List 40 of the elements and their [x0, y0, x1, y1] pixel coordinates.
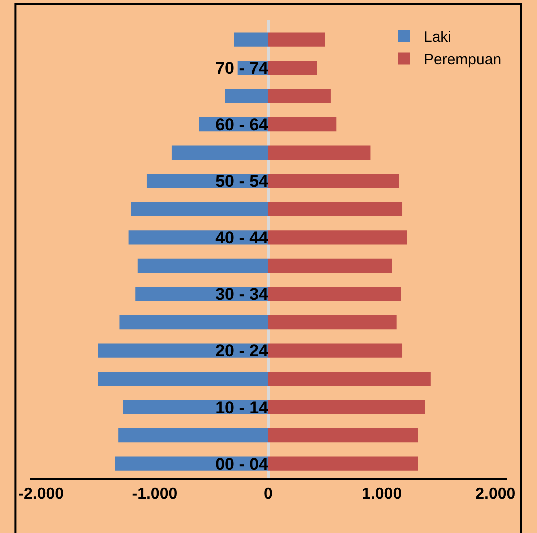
bar — [138, 258, 268, 274]
y-tick-label: 40 - 44 — [216, 228, 270, 248]
bar — [268, 400, 426, 414]
y-tick-label: 70 - 74 — [216, 59, 270, 78]
bar — [268, 456, 418, 471]
bar — [120, 315, 268, 330]
bar — [268, 118, 337, 132]
bar — [118, 428, 268, 443]
bar — [268, 32, 326, 47]
bar — [172, 146, 268, 160]
bar — [268, 287, 402, 302]
bar — [268, 372, 431, 386]
x-tick-label: 1.000 — [362, 486, 402, 503]
bar — [225, 89, 268, 104]
x-tick-label: -1.000 — [132, 486, 178, 503]
bar — [98, 372, 268, 386]
bar — [268, 89, 331, 104]
bar — [268, 315, 397, 330]
y-tick-label: 30 - 34 — [216, 285, 270, 304]
y-tick-label: 20 - 24 — [216, 342, 270, 361]
bar — [268, 428, 418, 443]
x-tick-label: 0 — [264, 486, 274, 503]
legend-label: Laki — [424, 29, 452, 46]
x-tick-label: 2.000 — [476, 486, 516, 503]
bar — [98, 344, 268, 358]
bar — [268, 174, 400, 188]
bar — [268, 202, 403, 216]
y-tick-label: 10 - 14 — [216, 398, 270, 418]
bar — [131, 202, 268, 216]
x-tick-label: -2.000 — [18, 486, 64, 503]
y-tick-label: 00 - 04 — [216, 454, 270, 474]
bar — [268, 146, 371, 160]
bar — [268, 344, 403, 358]
y-tick-label: 50 - 54 — [216, 172, 270, 192]
y-tick-label: 60 - 64 — [216, 116, 270, 135]
bar — [268, 230, 408, 245]
bar — [234, 32, 268, 47]
legend-label: Perempuan — [424, 52, 502, 69]
bar — [268, 258, 392, 274]
bar — [268, 60, 318, 76]
